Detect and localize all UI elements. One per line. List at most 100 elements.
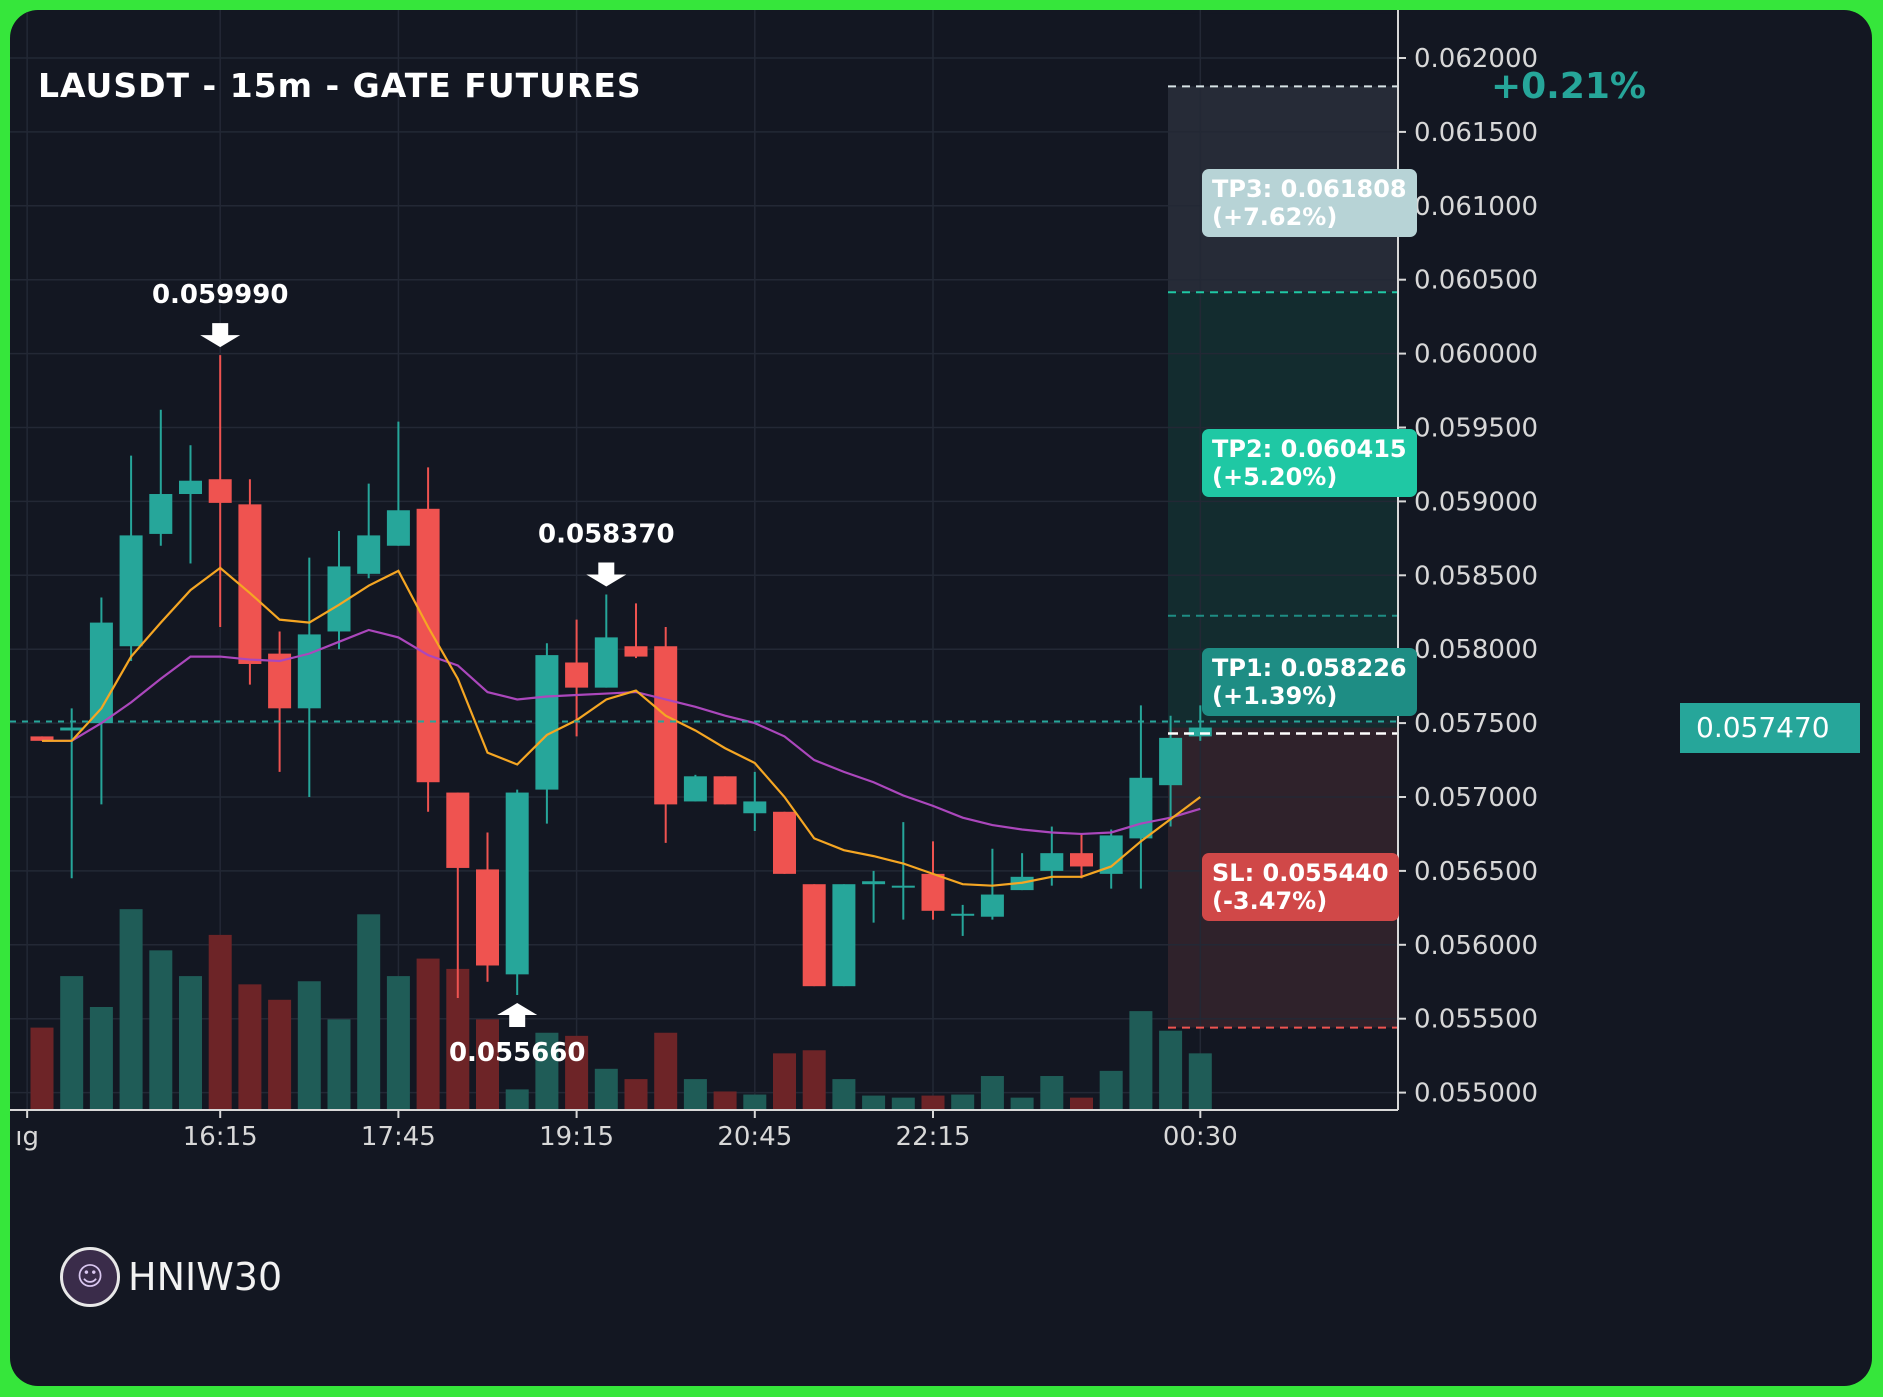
ma-slow-line [42, 628, 1201, 836]
candle-body [565, 662, 589, 688]
y-tick-label: 0.060500 [1414, 266, 1538, 296]
volume-bar [89, 1007, 113, 1110]
x-tick-label: 19:15 [539, 1122, 614, 1152]
candle-body [238, 504, 262, 664]
watermark: ☺ HNIW30 [60, 1247, 282, 1307]
y-tick-label: 0.058500 [1414, 561, 1538, 591]
candle-body [951, 913, 975, 916]
volume-bar [1040, 1076, 1064, 1110]
y-tick-label: 0.060000 [1414, 340, 1538, 370]
volume-bar [476, 1019, 499, 1110]
volume-bar [1099, 1070, 1123, 1110]
candle-body [1159, 737, 1183, 786]
volume-bar [208, 934, 232, 1110]
volume-bar [386, 976, 410, 1110]
candle-body [476, 869, 499, 966]
y-tick-label: 0.061000 [1414, 192, 1538, 222]
candle-body [149, 494, 173, 534]
y-tick-label: 0.055500 [1414, 1005, 1538, 1035]
volume-bar [654, 1032, 678, 1110]
x-tick-label: 17:45 [361, 1122, 436, 1152]
stop-loss-label: SL: 0.055440 (-3.47%) [1202, 853, 1399, 922]
volume-bar [565, 1035, 589, 1110]
volume-bar [1159, 1030, 1183, 1110]
candle-body [891, 885, 915, 888]
candle-body [268, 653, 292, 709]
volume-bar [713, 1091, 737, 1110]
candle-body [980, 894, 1004, 917]
volume-bar [535, 1032, 559, 1110]
volume-bar [743, 1094, 767, 1110]
y-tick-label: 0.055000 [1414, 1079, 1538, 1109]
candle-body [1099, 835, 1123, 874]
candle-body [297, 634, 321, 709]
candle-body [624, 646, 648, 657]
y-tick-label: 0.059000 [1414, 487, 1538, 517]
tp3-label: TP3: 0.061808 (+7.62%) [1202, 168, 1417, 237]
volume-bar [832, 1079, 856, 1110]
candle-body [1040, 853, 1064, 871]
volume-bar [238, 984, 262, 1110]
candle-body [208, 479, 232, 503]
volume-bar [951, 1094, 975, 1110]
volume-bar [416, 958, 440, 1110]
y-tick-label: 0.057000 [1414, 783, 1538, 813]
candle-body [357, 535, 381, 574]
candle-body [773, 811, 796, 874]
y-tick-label: 0.059500 [1414, 414, 1538, 444]
watermark-name: HNIW30 [128, 1255, 283, 1299]
volume-bar [30, 1027, 54, 1110]
candle-body [713, 776, 737, 805]
candle-body [1129, 777, 1153, 839]
volume-bar [297, 981, 321, 1110]
volume-bar [357, 914, 381, 1110]
arrow-up-icon [497, 1003, 538, 1028]
volume-bar [446, 968, 470, 1110]
x-tick-label: 22:15 [896, 1122, 971, 1152]
candle-body [683, 776, 707, 802]
volume-bar [1010, 1097, 1034, 1110]
price-marker-label: 0.059990 [152, 280, 289, 310]
volume-bar [1129, 1011, 1153, 1110]
price-chart[interactable]: 0.059990 0.058370 0.055660 0.062000 0.06150… [10, 10, 1872, 1386]
volume-bar [980, 1076, 1004, 1110]
volume-bar [327, 1019, 351, 1110]
candle-body [446, 792, 470, 868]
volume-bar [921, 1095, 945, 1110]
current-price-tag: 0.057470 [1680, 702, 1860, 753]
y-tick-label: 0.056500 [1414, 857, 1538, 887]
ma-fast-line [42, 566, 1201, 887]
candle-body [832, 884, 856, 987]
candle-body [119, 535, 143, 647]
candle-body [505, 792, 529, 975]
volume-bar [862, 1095, 886, 1110]
candle-body [594, 637, 618, 688]
volume-bar [505, 1089, 529, 1110]
candle-body [179, 480, 202, 495]
chart-frame: 0.059990 0.058370 0.055660 0.062000 0.06150… [10, 10, 1872, 1386]
x-tick-label: 16:15 [183, 1122, 258, 1152]
y-tick-label: 0.057500 [1414, 709, 1538, 739]
y-tick-label: 0.061500 [1414, 118, 1538, 148]
volume-bar [802, 1050, 826, 1110]
candle-body [743, 801, 767, 814]
tp1-label: TP1: 0.058226 (+1.39%) [1202, 647, 1417, 716]
price-marker-label: 0.055660 [449, 1038, 586, 1068]
chart-title: LAUSDT - 15m - GATE FUTURES [38, 66, 642, 105]
candle-body [535, 655, 559, 790]
volume-bar [179, 976, 202, 1110]
volume-bar [683, 1079, 707, 1110]
candle-body [327, 566, 351, 632]
price-marker-label: 0.058370 [538, 520, 675, 550]
volume-bar [594, 1068, 618, 1110]
volume-bar [119, 909, 143, 1110]
candle-body [654, 646, 678, 805]
volume-bar [149, 950, 173, 1110]
volume-bar [60, 976, 84, 1110]
candle-body [802, 884, 826, 987]
candle-body [30, 736, 54, 741]
volume-bar [1070, 1097, 1093, 1110]
candle-body [921, 873, 945, 911]
volume-bar [1188, 1053, 1212, 1110]
arrow-down-icon [200, 323, 241, 348]
